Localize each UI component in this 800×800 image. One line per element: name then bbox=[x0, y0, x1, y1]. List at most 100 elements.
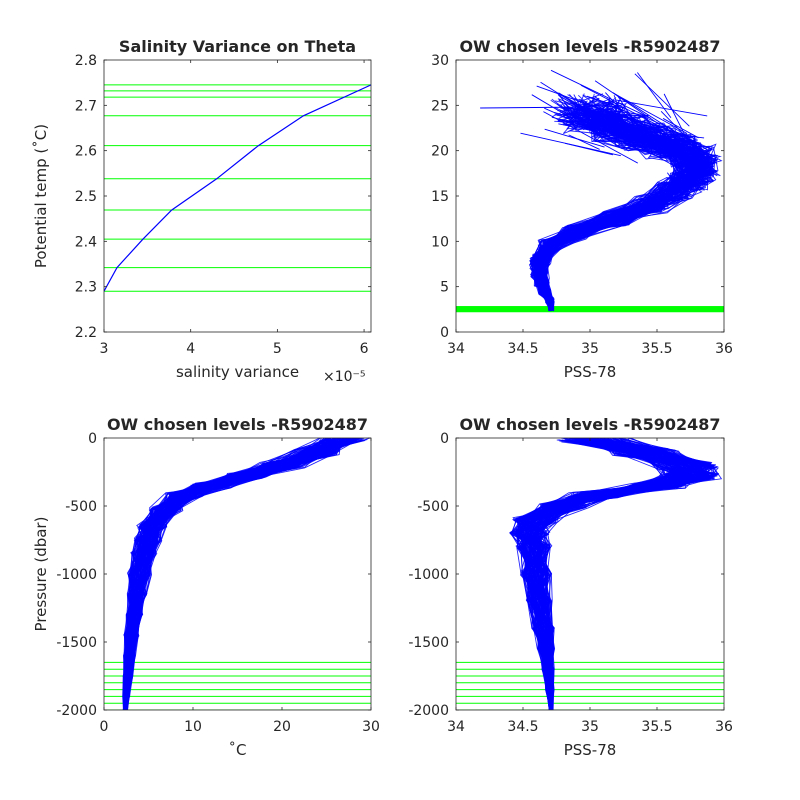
plot-area-variance bbox=[104, 84, 371, 292]
surface-spike-7 bbox=[628, 129, 672, 143]
profile-line-143 bbox=[122, 438, 361, 710]
y-tick-label: 2.5 bbox=[75, 189, 97, 205]
y-tick-label: 10 bbox=[431, 234, 449, 250]
profile-line-148 bbox=[123, 439, 332, 710]
panel-variance: 3 4 5 6 2.2 2.3 2.4 2.5 2.6 2.7 2.8 Salinity Varian… bbox=[32, 37, 372, 385]
surface-spike-37 bbox=[544, 128, 605, 148]
x-tick-label: 34 bbox=[447, 341, 465, 357]
y-tick-label: 2.2 bbox=[75, 325, 97, 341]
x-tick-label: 35 bbox=[581, 719, 599, 735]
profile-line-141 bbox=[125, 438, 364, 710]
panel-sal-pressure: 34 34.5 35 35.5 36 -2000 -1500 -1000 -500 0 OW cho… bbox=[408, 415, 733, 759]
x-tick-label: 6 bbox=[360, 341, 369, 357]
surface-spike-28 bbox=[625, 142, 698, 156]
profile-line-139 bbox=[531, 113, 708, 311]
x-tick-label: 10 bbox=[184, 719, 202, 735]
surface-spike-20 bbox=[580, 84, 669, 132]
fresh-outlier-line bbox=[480, 106, 631, 133]
x-tick-label: 35 bbox=[581, 341, 599, 357]
profile-line-149 bbox=[124, 438, 341, 710]
y-tick-label: 2.4 bbox=[75, 234, 97, 250]
profile-lines bbox=[509, 438, 723, 710]
surface-spike-39 bbox=[531, 94, 620, 147]
panel-title: OW chosen levels -R5902487 bbox=[459, 37, 720, 56]
x-axis-label: PSS-78 bbox=[564, 741, 617, 759]
y-tick-label: 0 bbox=[88, 431, 97, 447]
x-tick-label: 3 bbox=[100, 341, 109, 357]
surface-spike-14 bbox=[612, 92, 684, 138]
profile-line-147 bbox=[124, 439, 363, 710]
surface-spike-0 bbox=[550, 69, 651, 119]
surface-spike-10 bbox=[631, 136, 691, 170]
profile-line-147 bbox=[513, 441, 680, 710]
y-tick-label: -1500 bbox=[56, 635, 97, 651]
surface-spike-6 bbox=[606, 110, 677, 160]
surface-spike-3 bbox=[615, 94, 688, 134]
profile-lines bbox=[122, 438, 371, 710]
y-tick-label: 2.6 bbox=[75, 144, 97, 160]
panel-title: OW chosen levels -R5902487 bbox=[459, 415, 720, 434]
surface-spikes bbox=[480, 69, 708, 170]
y-tick-label: 0 bbox=[440, 431, 449, 447]
y-tick-label: -500 bbox=[417, 499, 449, 515]
y-tick-label: 2.8 bbox=[75, 53, 97, 69]
surface-spike-17 bbox=[563, 100, 652, 153]
x-tick-label: 34.5 bbox=[507, 341, 538, 357]
y-tick-label: 20 bbox=[431, 144, 449, 160]
x-tick-label: 20 bbox=[273, 719, 291, 735]
x-tick-label: 36 bbox=[715, 719, 733, 735]
y-tick-label: 25 bbox=[431, 98, 449, 114]
profile-line-146 bbox=[525, 438, 714, 710]
surface-spike-36 bbox=[551, 116, 656, 146]
profile-line-141 bbox=[539, 111, 711, 309]
x-tick-label: 0 bbox=[100, 719, 109, 735]
profile-line-149 bbox=[527, 438, 698, 710]
panel-theta-salinity: 34 34.5 35 35.5 36 0 5 10 15 20 25 30 OW chosen leve… bbox=[431, 37, 733, 381]
x-axis-label: salinity variance bbox=[176, 363, 299, 381]
panel-title: Salinity Variance on Theta bbox=[119, 37, 356, 56]
plot-area-temp-pressure bbox=[104, 438, 371, 710]
surface-spike-15 bbox=[594, 80, 661, 126]
y-tick-label: -2000 bbox=[56, 703, 97, 719]
surface-spike-9 bbox=[610, 126, 705, 139]
variance-line bbox=[104, 84, 371, 292]
plot-area-sal-pressure bbox=[456, 438, 724, 710]
y-axis-label: Pressure (dbar) bbox=[32, 517, 50, 632]
x-tick-label: 35.5 bbox=[641, 341, 672, 357]
y-tick-label: 2.7 bbox=[75, 98, 97, 114]
surface-spike-29 bbox=[544, 107, 637, 149]
surface-spike-8 bbox=[663, 93, 692, 149]
x-tick-label: 34.5 bbox=[507, 719, 538, 735]
x-tick-label: 4 bbox=[186, 341, 195, 357]
y-tick-label: -500 bbox=[65, 499, 97, 515]
x-tick-label: 35.5 bbox=[641, 719, 672, 735]
x-axis-label: PSS-78 bbox=[564, 363, 617, 381]
x-tick-label: 5 bbox=[273, 341, 282, 357]
x-tick-label: 30 bbox=[362, 719, 380, 735]
profile-line-136 bbox=[520, 439, 687, 710]
surface-spike-22 bbox=[662, 118, 699, 139]
x-axis-label: ˚C bbox=[229, 741, 247, 759]
plot-area-theta-salinity bbox=[456, 69, 724, 313]
surface-spike-5 bbox=[637, 72, 672, 119]
y-tick-label: 2.3 bbox=[75, 280, 97, 296]
panel-temp-pressure: 0 10 20 30 -2000 -1500 -1000 -500 0 OW chosen lev… bbox=[32, 415, 380, 759]
y-tick-label: 0 bbox=[440, 325, 449, 341]
profile-line-143 bbox=[535, 107, 715, 309]
profile-line-144 bbox=[539, 112, 718, 311]
x-tick-label: 36 bbox=[715, 341, 733, 357]
surface-spike-38 bbox=[614, 99, 708, 117]
panel-title: OW chosen levels -R5902487 bbox=[107, 415, 368, 434]
surface-spike-1 bbox=[543, 111, 639, 164]
surface-spike-11 bbox=[558, 92, 620, 131]
y-tick-label: -1000 bbox=[56, 567, 97, 583]
x-axis-exponent: ×10⁻⁵ bbox=[323, 369, 366, 385]
surface-spike-33 bbox=[520, 132, 621, 157]
x-tick-label: 34 bbox=[447, 719, 465, 735]
y-tick-label: -1500 bbox=[408, 635, 449, 651]
surface-spike-25 bbox=[568, 134, 600, 150]
y-tick-label: -2000 bbox=[408, 703, 449, 719]
surface-spike-30 bbox=[540, 81, 626, 136]
